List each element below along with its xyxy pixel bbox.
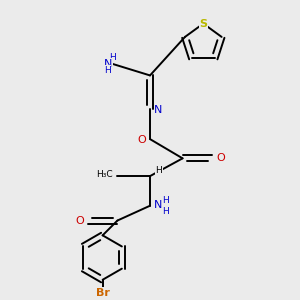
Text: H: H [162,207,169,216]
Text: O: O [75,215,84,226]
Text: O: O [217,153,226,163]
Text: H: H [104,66,110,75]
Text: H₃C: H₃C [96,170,113,179]
Text: S: S [199,19,207,28]
Text: H: H [162,196,169,205]
Text: Br: Br [96,287,110,298]
Text: O: O [137,135,146,145]
Text: N: N [154,105,163,115]
Text: N: N [104,58,112,69]
Text: H: H [110,52,116,62]
Text: N: N [154,200,163,210]
Text: H: H [155,166,162,175]
